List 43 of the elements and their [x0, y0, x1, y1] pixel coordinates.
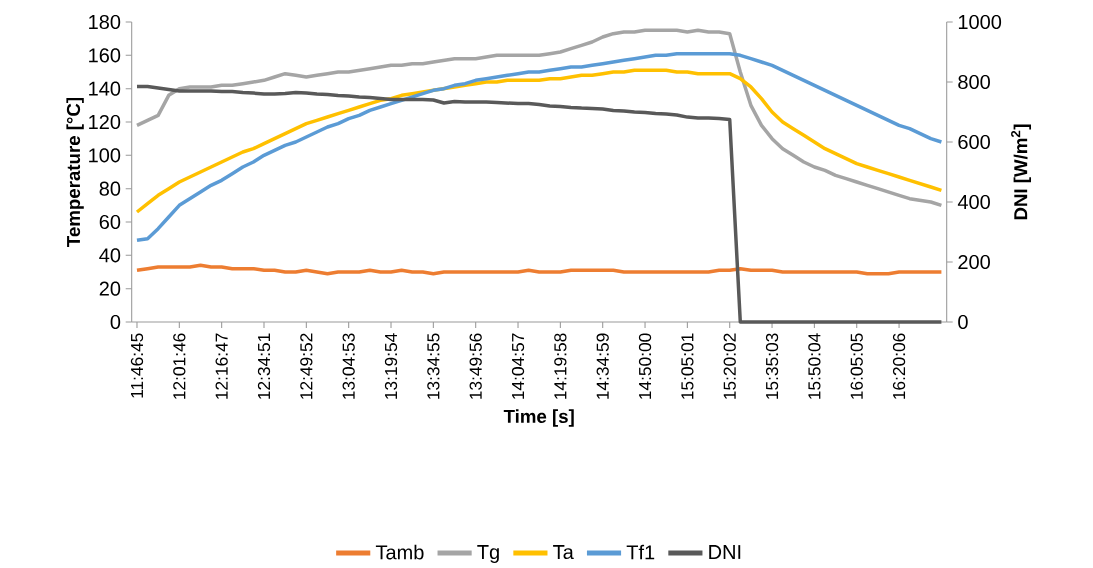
y-tick-label: 80	[99, 181, 121, 196]
y-tick-label: 140	[89, 81, 121, 96]
legend-label: Tf1	[626, 544, 655, 560]
y-tick-label: 20	[99, 281, 121, 296]
x-tick-label: 13:04:53	[342, 333, 355, 399]
x-tick-label: 15:50:04	[808, 333, 821, 399]
x-tick-label: 12:34:51	[257, 333, 271, 399]
x-axis-title: Time [s]	[503, 409, 574, 427]
y2-tick-label: 200	[958, 254, 990, 270]
x-tick-label: 12:16:47	[215, 333, 228, 399]
y2-axis-title: DNI [W/m$^{2}$]	[1011, 124, 1032, 220]
x-tick-label: 13:34:55	[427, 333, 440, 399]
x-tick-label: 15:20:02	[723, 333, 736, 399]
y2-tick-label: 600	[958, 134, 990, 150]
y-tick-label: 120	[89, 114, 121, 130]
x-tick-label: 16:05:05	[850, 333, 863, 399]
x-tick-label: 14:19:58	[554, 333, 567, 399]
y-axis-title: Temperature [°C]	[66, 97, 84, 247]
y-tick-label: 100	[89, 148, 121, 163]
y-tick-label: 60	[99, 214, 121, 230]
y-tick-label: 40	[99, 248, 121, 263]
x-tick-label: 13:49:56	[469, 333, 482, 399]
legend-label: DNI	[709, 545, 741, 559]
x-tick-label: 13:19:54	[384, 333, 398, 399]
y-tick-label: 0	[110, 314, 121, 330]
x-tick-label: 12:49:52	[300, 333, 313, 399]
x-tick-label: 15:05:01	[681, 333, 694, 399]
y2-tick-label: 800	[958, 74, 990, 90]
x-tick-label: 12:01:46	[173, 333, 186, 399]
y2-tick-label: 400	[957, 194, 990, 210]
y-tick-label: 160	[89, 48, 121, 63]
y2-tick-label: 1000	[958, 14, 1002, 30]
x-tick-label: 15:35:03	[765, 333, 779, 399]
y2-tick-label: 0	[958, 314, 968, 330]
x-tick-label: 11:46:45	[130, 333, 144, 398]
x-tick-label: 14:04:57	[511, 333, 525, 399]
y-tick-label: 180	[89, 14, 121, 30]
x-tick-label: 14:34:59	[596, 333, 609, 399]
x-tick-label: 14:50:00	[638, 333, 652, 399]
legend-label: Tamb	[375, 544, 424, 560]
x-tick-label: 16:20:06	[892, 333, 906, 399]
legend-label: Tg	[477, 545, 499, 564]
legend-label: Ta	[553, 545, 574, 560]
